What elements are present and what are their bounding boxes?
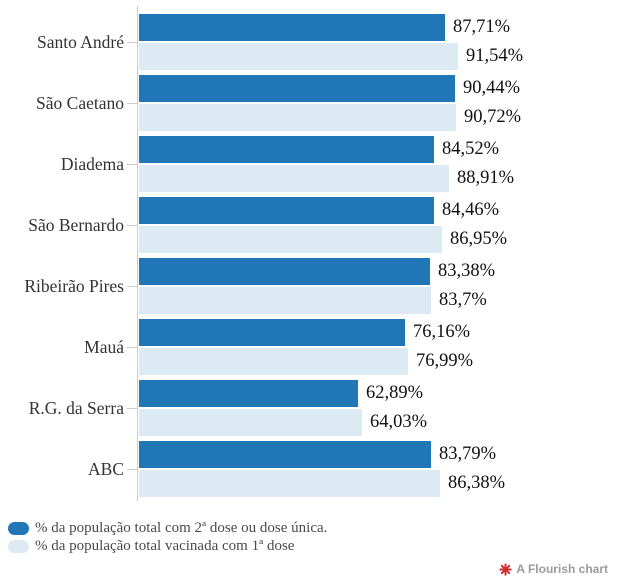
bar-row: 87,71% <box>139 14 510 41</box>
bar-row: 83,79% <box>139 441 496 468</box>
value-label: 90,72% <box>464 107 522 127</box>
bar-group: Mauá 76,16% 76,99% <box>0 319 619 375</box>
value-label: 91,54% <box>466 46 524 66</box>
bar-group: Ribeirão Pires 83,38% 83,7% <box>0 258 619 314</box>
bar-row: 86,95% <box>139 226 507 253</box>
value-label: 87,71% <box>453 17 511 37</box>
legend-label-dose1: % da população total vacinada com 1ª dos… <box>35 538 295 554</box>
value-label: 88,91% <box>457 168 515 188</box>
bar-dose2 <box>139 197 434 224</box>
category-label: São Caetano <box>36 92 124 113</box>
bar-row: 90,44% <box>139 75 520 102</box>
y-axis-line <box>137 6 138 501</box>
legend-item-dose2: % da população total com 2ª dose ou dose… <box>8 521 327 536</box>
bar-dose2 <box>139 258 430 285</box>
category-gutter: São Bernardo <box>0 197 124 253</box>
axis-tick-line <box>127 103 137 104</box>
bar-dose1 <box>139 165 449 192</box>
axis-tick-line <box>127 469 137 470</box>
category-label: Mauá <box>84 336 124 357</box>
bar-row: 76,16% <box>139 319 470 346</box>
category-gutter: Ribeirão Pires <box>0 258 124 314</box>
value-label: 86,95% <box>450 229 508 249</box>
category-gutter: Diadema <box>0 136 124 192</box>
category-label: Santo André <box>36 31 124 52</box>
legend: % da população total com 2ª dose ou dose… <box>8 521 327 557</box>
axis-tick-line <box>127 225 137 226</box>
bar-dose1 <box>139 287 431 314</box>
flourish-burst-icon <box>499 562 513 576</box>
bar-row: 62,89% <box>139 380 423 407</box>
bar-row: 88,91% <box>139 165 514 192</box>
bar-dose1 <box>139 43 458 70</box>
value-label: 83,38% <box>438 261 496 281</box>
bar-row: 84,46% <box>139 197 499 224</box>
value-label: 90,44% <box>463 78 521 98</box>
bar-dose1 <box>139 104 456 131</box>
bar-dose2 <box>139 75 455 102</box>
bar-row: 91,54% <box>139 43 523 70</box>
bar-row: 90,72% <box>139 104 521 131</box>
bar-group: Diadema 84,52% 88,91% <box>0 136 619 192</box>
value-label: 83,79% <box>439 444 497 464</box>
bar-row: 84,52% <box>139 136 499 163</box>
legend-item-dose1: % da população total vacinada com 1ª dos… <box>8 539 327 554</box>
bar-group: Santo André 87,71% 91,54% <box>0 14 619 70</box>
axis-tick-line <box>127 164 137 165</box>
category-label: ABC <box>88 458 124 479</box>
bar-group: ABC 83,79% 86,38% <box>0 441 619 497</box>
axis-tick-line <box>127 347 137 348</box>
axis-tick-line <box>127 408 137 409</box>
flourish-attribution-link[interactable]: A Flourish chart <box>499 562 608 576</box>
category-gutter: São Caetano <box>0 75 124 131</box>
category-label: R.G. da Serra <box>28 397 124 418</box>
axis-tick-line <box>127 286 137 287</box>
legend-label-dose2: % da população total com 2ª dose ou dose… <box>35 520 328 536</box>
bar-dose2 <box>139 441 431 468</box>
bar-dose2 <box>139 380 358 407</box>
value-label: 62,89% <box>366 383 424 403</box>
value-label: 86,38% <box>448 473 506 493</box>
bar-dose1 <box>139 409 362 436</box>
category-gutter: ABC <box>0 441 124 497</box>
legend-swatch-dose1 <box>8 540 29 553</box>
bar-row: 83,38% <box>139 258 495 285</box>
bar-row: 83,7% <box>139 287 487 314</box>
category-gutter: R.G. da Serra <box>0 380 124 436</box>
value-label: 76,99% <box>416 351 474 371</box>
value-label: 84,52% <box>442 139 500 159</box>
value-label: 84,46% <box>442 200 500 220</box>
bar-group: São Caetano 90,44% 90,72% <box>0 75 619 131</box>
category-gutter: Santo André <box>0 14 124 70</box>
bar-row: 64,03% <box>139 409 427 436</box>
attribution-text: A Flourish chart <box>516 562 608 576</box>
bar-dose2 <box>139 319 405 346</box>
bar-row: 76,99% <box>139 348 473 375</box>
value-label: 83,7% <box>439 290 487 310</box>
category-label: Diadema <box>60 153 124 174</box>
bar-dose1 <box>139 470 440 497</box>
bar-row: 86,38% <box>139 470 505 497</box>
value-label: 76,16% <box>413 322 471 342</box>
bar-dose2 <box>139 136 434 163</box>
bar-group: São Bernardo 84,46% 86,95% <box>0 197 619 253</box>
bar-dose1 <box>139 226 442 253</box>
axis-tick-line <box>127 42 137 43</box>
bar-group: R.G. da Serra 62,89% 64,03% <box>0 380 619 436</box>
category-label: Ribeirão Pires <box>24 275 124 296</box>
category-gutter: Mauá <box>0 319 124 375</box>
legend-swatch-dose2 <box>8 522 29 535</box>
value-label: 64,03% <box>370 412 428 432</box>
bar-dose2 <box>139 14 445 41</box>
category-label: São Bernardo <box>28 214 124 235</box>
bar-dose1 <box>139 348 408 375</box>
